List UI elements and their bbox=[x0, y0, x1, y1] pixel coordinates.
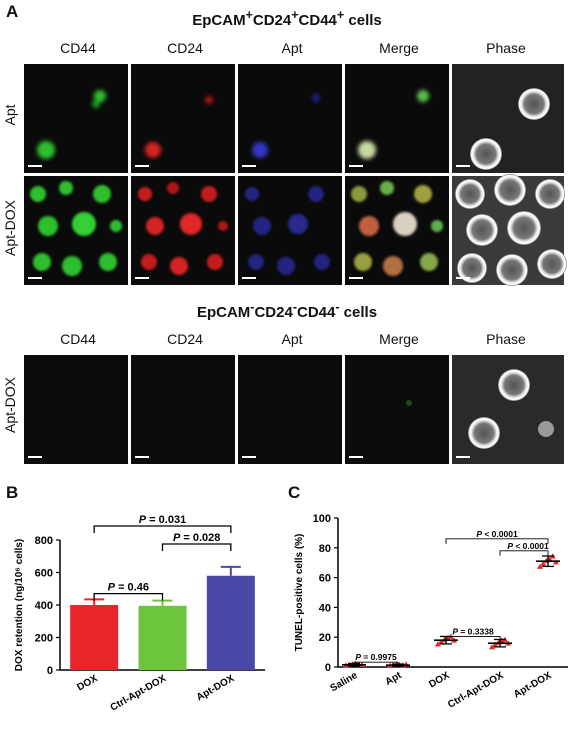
c-ytick-label-5: 100 bbox=[313, 513, 331, 525]
c-xtick-label-1: Apt bbox=[384, 670, 405, 688]
panel-c-chart: 0 20 40 60 80 100 TUNEL-positive cells (%) Sali… bbox=[294, 513, 568, 711]
col2-label-merge: Merge bbox=[379, 331, 419, 347]
panel-b-letter: B bbox=[6, 483, 19, 502]
b-pvalue-2: P = 0.46 bbox=[108, 582, 149, 594]
c-xtick-label-2: DOX bbox=[427, 670, 452, 691]
b-bracket-1 bbox=[161, 543, 232, 551]
c-bracket-0 bbox=[445, 538, 549, 544]
image-apt-phase bbox=[452, 64, 564, 173]
b-ytick-label-2: 400 bbox=[35, 600, 53, 612]
c-pvalue-0: P < 0.0001 bbox=[476, 529, 518, 539]
b-bar-2 bbox=[206, 575, 255, 670]
b-bracket-2 bbox=[93, 592, 164, 601]
col-label-phase: Phase bbox=[486, 40, 526, 56]
col2-label-cd44: CD44 bbox=[60, 331, 96, 347]
b-xtick-label-2: Apt-DOX bbox=[195, 673, 237, 704]
c-point-3-1 bbox=[492, 641, 499, 648]
c-ytick-label-0: 0 bbox=[325, 662, 331, 674]
b-bar-0 bbox=[70, 605, 119, 670]
b-bracket-0 bbox=[93, 525, 232, 533]
col2-label-cd24: CD24 bbox=[167, 331, 203, 347]
b-pvalue-0: P = 0.031 bbox=[139, 514, 186, 526]
c-bracket-2 bbox=[445, 636, 501, 642]
panel-a-letter: A bbox=[6, 2, 19, 21]
row2-label-apt-dox: Apt-DOX bbox=[2, 377, 18, 434]
b-ytick-label-4: 800 bbox=[35, 535, 53, 547]
c-ytick-label-4: 80 bbox=[319, 543, 331, 555]
row-label-apt: Apt bbox=[2, 104, 18, 126]
image-aptdox-merge bbox=[345, 176, 449, 285]
c-ytick-label-1: 20 bbox=[319, 632, 331, 644]
c-point-3-0 bbox=[489, 644, 495, 650]
b-ytick-label-1: 200 bbox=[35, 633, 53, 645]
c-pvalue-3: P = 0.9975 bbox=[355, 652, 397, 662]
image-aptdox-cd24 bbox=[131, 176, 235, 285]
image-aptdox-phase bbox=[452, 174, 567, 286]
image-aptdox-apt bbox=[238, 176, 342, 285]
image-apt-merge bbox=[345, 64, 449, 173]
c-point-2-1 bbox=[438, 638, 445, 645]
c-ytick-label-2: 40 bbox=[319, 602, 331, 614]
c-xtick-label-0: Saline bbox=[328, 670, 359, 694]
c-point-4-0 bbox=[537, 563, 543, 569]
c-ylabel: TUNEL-positive cells (%) bbox=[294, 534, 305, 652]
c-xtick-label-4: Apt-DOX bbox=[512, 670, 554, 701]
panel-c-letter: C bbox=[288, 483, 301, 502]
c-point-2-0 bbox=[435, 641, 441, 647]
microscopy-grid-positive bbox=[24, 64, 567, 286]
image-apt-apt bbox=[238, 64, 342, 173]
image-apt-cd44 bbox=[24, 64, 128, 173]
image-aptdox-cd44 bbox=[24, 176, 128, 285]
image-apt-cd24 bbox=[131, 64, 235, 173]
col-label-cd44: CD44 bbox=[60, 40, 96, 56]
microscopy-grid-negative bbox=[24, 355, 564, 464]
col2-label-apt: Apt bbox=[281, 331, 303, 347]
c-xtick-label-3: Ctrl-Apt-DOX bbox=[446, 670, 506, 711]
image-neg-cd24 bbox=[131, 355, 235, 464]
c-pvalue-1: P < 0.0001 bbox=[507, 541, 549, 551]
b-ytick-label-0: 0 bbox=[47, 665, 53, 677]
image-neg-phase bbox=[452, 355, 564, 464]
b-pvalue-1: P = 0.028 bbox=[173, 532, 220, 544]
row-label-apt-dox: Apt-DOX bbox=[2, 200, 18, 257]
section1-title: EpCAM+CD24+CD44+ cells bbox=[192, 8, 382, 29]
b-ylabel: DOX retention (ng/10⁶ cells) bbox=[14, 539, 25, 671]
c-ytick-label-3: 60 bbox=[319, 573, 331, 585]
col-label-cd24: CD24 bbox=[167, 40, 203, 56]
col-label-apt: Apt bbox=[281, 40, 303, 56]
b-bar-1 bbox=[138, 605, 187, 670]
col2-label-phase: Phase bbox=[486, 331, 526, 347]
c-pvalue-2: P = 0.3338 bbox=[452, 626, 494, 636]
c-bracket-3 bbox=[353, 661, 399, 668]
col-label-merge: Merge bbox=[379, 40, 419, 56]
image-neg-merge bbox=[345, 355, 449, 464]
panel-b-chart: 0 200 400 600 800 DOX retention (ng/10⁶ cells… bbox=[14, 514, 265, 714]
b-ytick-label-3: 600 bbox=[35, 568, 53, 580]
c-point-4-1 bbox=[540, 560, 547, 566]
image-neg-cd44 bbox=[24, 355, 128, 464]
b-xtick-label-0: DOX bbox=[75, 673, 100, 694]
image-neg-apt bbox=[238, 355, 342, 464]
c-bracket-1 bbox=[499, 550, 549, 556]
section2-title: EpCAM-CD24-CD44- cells bbox=[196, 300, 378, 321]
b-xtick-label-1: Ctrl-Apt-DOX bbox=[109, 673, 169, 714]
